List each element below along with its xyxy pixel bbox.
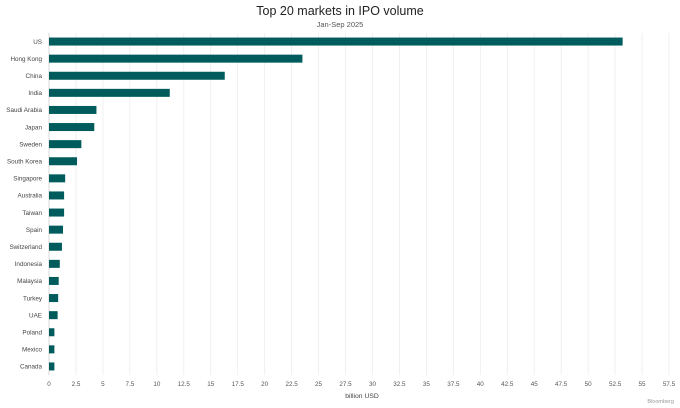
x-tick-label: 52.5	[609, 381, 622, 388]
x-tick-label: 25	[315, 381, 323, 388]
category-label: Turkey	[23, 295, 43, 302]
category-label: Singapore	[13, 176, 42, 183]
x-tick-label: 17.5	[232, 381, 245, 388]
category-label: South Korea	[7, 158, 43, 165]
source-label: Bloomberg	[647, 399, 674, 405]
bar	[49, 259, 60, 268]
chart-title: Top 20 markets in IPO volume	[256, 4, 424, 18]
bar	[49, 140, 82, 149]
x-tick-label: 27.5	[339, 381, 352, 388]
bar	[49, 328, 55, 337]
x-tick-label: 20	[261, 381, 269, 388]
category-label: UAE	[29, 312, 42, 319]
x-tick-label: 55	[639, 381, 647, 388]
category-label: Sweden	[19, 141, 42, 148]
category-label: Poland	[22, 329, 42, 336]
grid-lines	[48, 33, 670, 375]
x-tick-label: 5	[101, 381, 105, 388]
x-axis-title: billion USD	[345, 393, 379, 400]
x-tick-label: 42.5	[501, 381, 514, 388]
category-labels: US Hong Kong China India Saudi Arabia Japan Sw…	[6, 39, 43, 371]
x-tick-label: 10	[153, 381, 161, 388]
bar	[49, 311, 58, 320]
x-tick-label: 45	[531, 381, 539, 388]
bar	[49, 37, 623, 46]
bar	[49, 276, 59, 285]
category-label: Mexico	[22, 347, 42, 354]
x-tick-label: 35	[423, 381, 431, 388]
x-tick-label: 0	[47, 381, 51, 388]
bar	[49, 242, 62, 251]
bar	[49, 157, 78, 166]
bar	[49, 294, 59, 303]
bar	[49, 123, 95, 132]
category-label: Indonesia	[15, 261, 43, 268]
category-label: Australia	[18, 193, 43, 200]
category-label: Malaysia	[17, 278, 42, 285]
bar	[49, 71, 225, 80]
category-label: Canada	[20, 364, 43, 371]
x-tick-label: 37.5	[447, 381, 460, 388]
bar	[49, 191, 65, 200]
category-label: Saudi Arabia	[6, 107, 42, 114]
category-label: Taiwan	[22, 210, 42, 217]
category-label: Switzerland	[9, 244, 42, 251]
category-label: Hong Kong	[10, 56, 42, 63]
x-tick-label: 7.5	[125, 381, 134, 388]
category-label: Japan	[25, 124, 43, 131]
category-label: Spain	[26, 227, 43, 234]
bars	[49, 37, 623, 371]
bar	[49, 345, 55, 354]
x-tick-label: 50	[585, 381, 593, 388]
bar	[49, 362, 55, 371]
bar	[49, 208, 65, 217]
bar	[49, 174, 66, 183]
x-tick-label: 30	[369, 381, 377, 388]
x-tick-label: 47.5	[555, 381, 568, 388]
bar	[49, 105, 97, 114]
x-tick-label: 32.5	[393, 381, 406, 388]
bar	[49, 225, 64, 234]
x-tick-labels: 0 2.5 5 7.5 10 12.5 15 17.5 20 22.5 25 27.5 30 32.5 35…	[47, 381, 675, 388]
chart-subtitle: Jan-Sep 2025	[316, 20, 364, 29]
category-label: US	[33, 39, 42, 46]
x-tick-label: 15	[207, 381, 215, 388]
x-tick-label: 57.5	[663, 381, 676, 388]
bar	[49, 54, 303, 63]
x-tick-label: 12.5	[178, 381, 191, 388]
bar	[49, 88, 170, 97]
x-tick-label: 22.5	[285, 381, 298, 388]
x-tick-label: 2.5	[72, 381, 81, 388]
category-label: China	[26, 73, 43, 80]
category-label: India	[28, 90, 42, 97]
x-tick-label: 40	[477, 381, 485, 388]
